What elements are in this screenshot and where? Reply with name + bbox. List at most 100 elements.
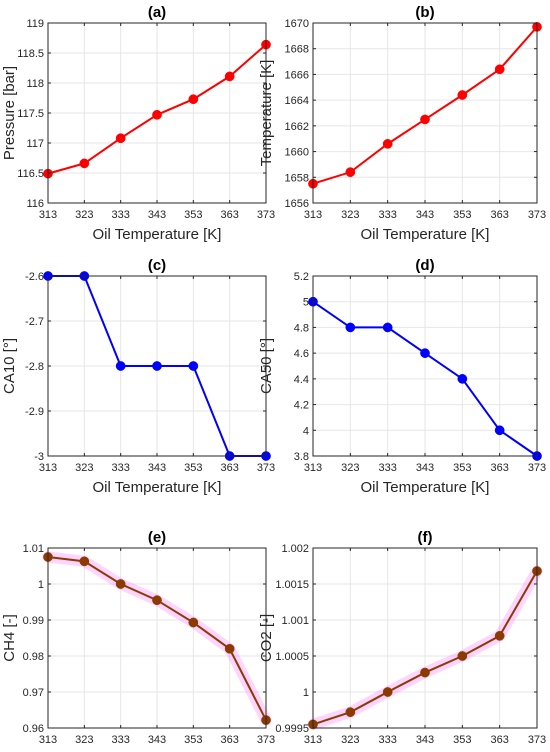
x-tick-label: 343 — [416, 209, 434, 221]
x-tick-label: 333 — [378, 462, 396, 474]
data-point — [420, 348, 430, 358]
y-tick-label: 1662 — [285, 121, 309, 133]
x-tick-label: 363 — [490, 209, 508, 221]
data-point — [420, 114, 430, 125]
x-tick-label: 353 — [184, 209, 202, 221]
y-axis-label: CO2 [-] — [258, 614, 275, 662]
chart-panel-4: 313 323 333 343 353 363 373 3.8 4 4.2 4.4 4.6 4.8 5 5.… — [258, 257, 546, 496]
y-axis-label: CA50 [°] — [258, 338, 275, 394]
y-tick-label: 1660 — [285, 147, 309, 159]
y-tick-label: 1.001 — [281, 615, 309, 627]
y-tick-label: 0.97 — [23, 687, 44, 699]
x-tick-label: 343 — [148, 462, 166, 474]
y-tick-label: 117.5 — [17, 108, 44, 120]
y-tick-label: 118.5 — [17, 48, 44, 60]
data-point — [224, 71, 235, 82]
x-tick-label: 373 — [528, 734, 546, 746]
chart-panel-2: 313 323 333 343 353 363 373 1656 1658 1660 1662 166… — [258, 4, 546, 243]
y-tick-label: -2.6 — [25, 271, 44, 283]
y-tick-label: 1.0015 — [275, 579, 309, 591]
y-tick-label: 4.4 — [294, 374, 309, 386]
data-point — [382, 687, 393, 697]
y-tick-label: 1656 — [285, 198, 309, 210]
data-point — [79, 556, 90, 567]
x-tick-label: 363 — [220, 462, 238, 474]
y-tick-label: -2.9 — [25, 406, 44, 418]
chart-panel-1: 313 323 333 343 353 363 373 116 116.5 117 117.5 118… — [1, 4, 275, 243]
x-tick-label: 333 — [378, 734, 396, 746]
data-point — [115, 361, 126, 371]
y-tick-label: 1 — [38, 579, 44, 591]
x-tick-label: 343 — [416, 462, 434, 474]
y-axis-label: Pressure [bar] — [1, 66, 18, 160]
data-point — [382, 139, 393, 149]
data-point — [188, 94, 199, 105]
data-point — [457, 374, 468, 384]
y-tick-label: 4.6 — [294, 348, 309, 360]
data-point — [188, 361, 199, 371]
x-tick-label: 323 — [75, 734, 93, 746]
y-tick-label: 1670 — [285, 18, 309, 30]
x-tick-label: 373 — [257, 462, 275, 474]
data-point — [152, 595, 162, 606]
x-tick-label: 353 — [453, 462, 471, 474]
y-tick-label: 5 — [303, 297, 309, 309]
x-tick-label: 363 — [490, 462, 508, 474]
y-tick-label: 116 — [26, 198, 44, 210]
y-tick-label: 1658 — [285, 172, 309, 184]
data-point — [345, 707, 356, 718]
panel-title: (d) — [415, 257, 434, 274]
y-tick-label: -3 — [34, 451, 44, 463]
x-tick-label: 333 — [111, 209, 129, 221]
data-point — [494, 630, 505, 641]
chart-panel-6: 313 323 333 343 353 363 3730.999511.00051.0011… — [258, 529, 546, 752]
x-tick-label: 343 — [148, 734, 166, 746]
x-tick-label: 333 — [111, 734, 129, 746]
x-tick-label: 333 — [111, 462, 129, 474]
y-tick-label: 1668 — [285, 44, 309, 56]
y-axis-label: CH4 [-] — [1, 614, 18, 662]
y-tick-label: 119 — [26, 18, 44, 30]
data-point — [494, 425, 505, 436]
x-tick-label: 333 — [378, 209, 396, 221]
y-tick-label: 0.98 — [23, 651, 44, 663]
x-tick-label: 373 — [528, 209, 546, 221]
x-tick-label: 323 — [341, 462, 359, 474]
data-point — [115, 133, 126, 144]
data-point — [494, 64, 505, 75]
panel-title: (c) — [148, 257, 166, 274]
panel-title: (e) — [148, 529, 166, 546]
x-axis-label: Oil Temperature [K] — [361, 479, 490, 496]
x-tick-label: 353 — [184, 462, 202, 474]
x-tick-label: 323 — [75, 462, 93, 474]
y-tick-label: 4.2 — [294, 400, 309, 412]
y-tick-label: -2.8 — [25, 361, 44, 373]
panel-title: (a) — [148, 4, 166, 21]
x-tick-label: 313 — [304, 462, 322, 474]
x-tick-label: 323 — [341, 734, 359, 746]
x-tick-label: 373 — [257, 209, 275, 221]
data-point — [152, 109, 162, 120]
y-axis-label: CA10 [°] — [1, 338, 18, 394]
x-tick-label: 313 — [304, 209, 322, 221]
data-point — [115, 579, 126, 589]
x-tick-label: 313 — [39, 209, 57, 221]
y-tick-label: 118 — [26, 78, 44, 90]
y-tick-label: 4 — [303, 425, 309, 437]
x-axis-label: Oil Temperature [K] — [93, 479, 222, 496]
data-point — [457, 90, 468, 100]
x-tick-label: 343 — [416, 734, 434, 746]
y-tick-label: 1.002 — [281, 543, 309, 555]
data-point — [382, 322, 393, 333]
x-axis-label: Oil Temperature [K] — [361, 226, 490, 243]
y-tick-label: -2.7 — [25, 316, 44, 328]
y-tick-label: 1 — [303, 687, 309, 699]
x-tick-label: 323 — [341, 209, 359, 221]
data-point — [457, 651, 468, 661]
panel-title: (f) — [418, 529, 433, 546]
data-point — [79, 158, 90, 169]
y-tick-label: 0.96 — [23, 723, 44, 735]
data-point — [345, 167, 356, 177]
x-tick-label: 363 — [220, 209, 238, 221]
y-tick-label: 3.8 — [294, 451, 309, 463]
